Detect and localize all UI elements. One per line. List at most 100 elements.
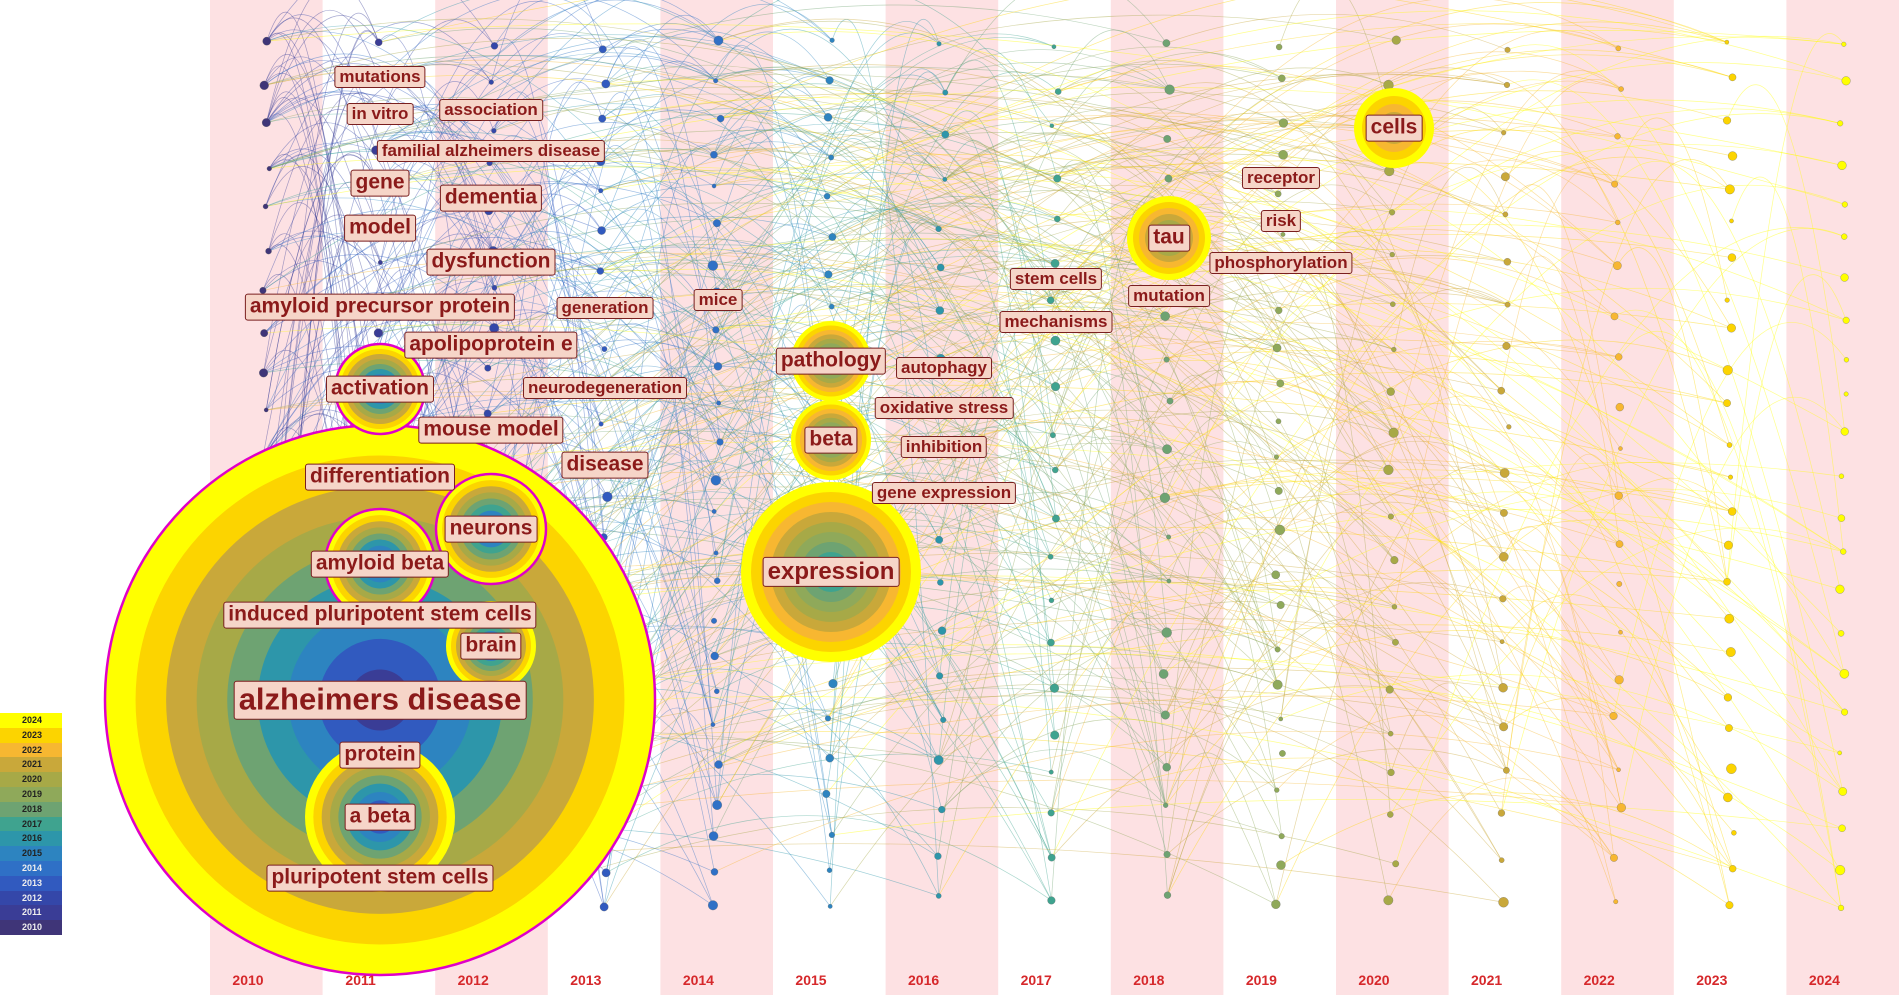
keyword-label[interactable]: stem cells (1009, 267, 1103, 291)
link (713, 126, 833, 307)
keyword-label[interactable]: mechanisms (999, 310, 1113, 334)
keyword-label[interactable]: dementia (439, 184, 543, 212)
link (600, 108, 941, 268)
link (266, 0, 379, 123)
link (600, 153, 718, 581)
keyword-label[interactable]: alzheimers disease (233, 680, 527, 720)
keyword-label[interactable]: amyloid beta (310, 550, 450, 578)
link (939, 653, 1391, 734)
link (938, 184, 1502, 391)
keyword-label[interactable]: protein (339, 741, 421, 769)
link (712, 238, 1279, 311)
keyword-label[interactable]: risk (1260, 209, 1302, 233)
link (378, 160, 495, 288)
node-dot (826, 867, 833, 873)
link (1726, 33, 1845, 582)
link (1390, 491, 1845, 713)
keyword-label[interactable]: autophagy (896, 356, 992, 380)
link (266, 391, 1504, 728)
keyword-label[interactable]: differentiation (305, 463, 455, 491)
link (1506, 159, 1731, 771)
node-dot (935, 893, 942, 899)
keyword-label[interactable]: generation (556, 296, 654, 320)
keyword-label[interactable]: mice (693, 288, 743, 312)
year-legend: 2024 2023 2022 2021 2020 2019 2018 2017 2016 2015… (0, 713, 62, 935)
link (378, 324, 1052, 858)
link (493, 103, 941, 311)
node-dot (1838, 824, 1846, 832)
node-dot (1164, 174, 1173, 183)
keyword-label[interactable]: mutation (1128, 284, 1210, 308)
legend-item: 2015 (0, 846, 62, 861)
link (941, 628, 1278, 810)
link (269, 152, 379, 492)
keyword-label[interactable]: gene expression (871, 481, 1017, 505)
node-dot (1050, 730, 1060, 740)
node-dot (1164, 84, 1175, 95)
link (264, 64, 1395, 561)
link (1056, 159, 1168, 633)
keyword-label[interactable]: mouse model (418, 416, 564, 444)
link (606, 208, 939, 570)
keyword-label[interactable]: receptor (1241, 166, 1321, 190)
keyword-label[interactable]: phosphorylation (1209, 251, 1353, 275)
keyword-label[interactable]: dysfunction (426, 248, 556, 276)
keyword-label[interactable]: model (344, 214, 416, 242)
keyword-label[interactable]: gene (350, 169, 410, 197)
keyword-label[interactable]: amyloid precursor protein (244, 293, 516, 321)
link (718, 18, 1504, 727)
keyword-label[interactable]: mutations (334, 65, 426, 89)
node-dot (942, 89, 949, 96)
legend-item: 2011 (0, 905, 62, 921)
link (602, 97, 1842, 634)
link (1389, 128, 1732, 329)
link (492, 23, 719, 252)
link (944, 127, 1728, 404)
node-dot (1274, 524, 1285, 536)
link (1057, 111, 1618, 266)
keyword-label[interactable]: inhibition (900, 435, 988, 459)
link (489, 135, 608, 570)
node-dot (938, 806, 946, 814)
keyword-label[interactable]: induced pluripotent stem cells (223, 601, 537, 629)
link (1503, 125, 1728, 582)
keyword-label[interactable]: activation (325, 375, 435, 403)
keyword-label[interactable]: cells (1365, 114, 1423, 142)
year-label: 2012 (457, 972, 489, 988)
link (265, 154, 379, 411)
keyword-label[interactable]: association (439, 98, 543, 122)
keyword-label[interactable]: brain (460, 632, 522, 660)
keyword-label[interactable]: disease (561, 451, 649, 479)
keyword-label[interactable]: neurodegeneration (523, 376, 687, 400)
link (1503, 526, 1615, 858)
keyword-label[interactable]: familial alzheimers disease (376, 139, 606, 163)
link (603, 237, 1393, 754)
keyword-label[interactable]: beta (804, 426, 858, 454)
keyword-label[interactable]: oxidative stress (874, 396, 1014, 420)
keyword-label[interactable]: neurons (444, 515, 538, 543)
keyword-label[interactable]: apolipoprotein e (404, 331, 578, 359)
keyword-label[interactable]: expression (762, 556, 900, 588)
node-dot (1502, 211, 1509, 218)
keyword-label[interactable]: a beta (344, 803, 416, 831)
node-dot (1615, 540, 1624, 548)
link (1165, 277, 1280, 806)
node-dot (1835, 584, 1845, 594)
keyword-label[interactable]: pluripotent stem cells (266, 864, 494, 892)
keyword-label[interactable]: tau (1148, 224, 1190, 252)
link (1054, 440, 1277, 689)
link (600, 238, 1844, 552)
link (828, 166, 1279, 275)
node-dot (488, 79, 494, 85)
link (1393, 395, 1730, 906)
node-dot (491, 285, 498, 291)
link (266, 17, 376, 225)
legend-item: 2024 (0, 713, 62, 728)
node-dot (1383, 895, 1394, 906)
node-dot (1274, 487, 1283, 495)
link (1165, 500, 1395, 716)
keyword-label[interactable]: in vitro (346, 102, 414, 126)
node-dot (936, 41, 942, 47)
node-dot (1278, 74, 1286, 83)
keyword-label[interactable]: pathology (775, 347, 887, 375)
